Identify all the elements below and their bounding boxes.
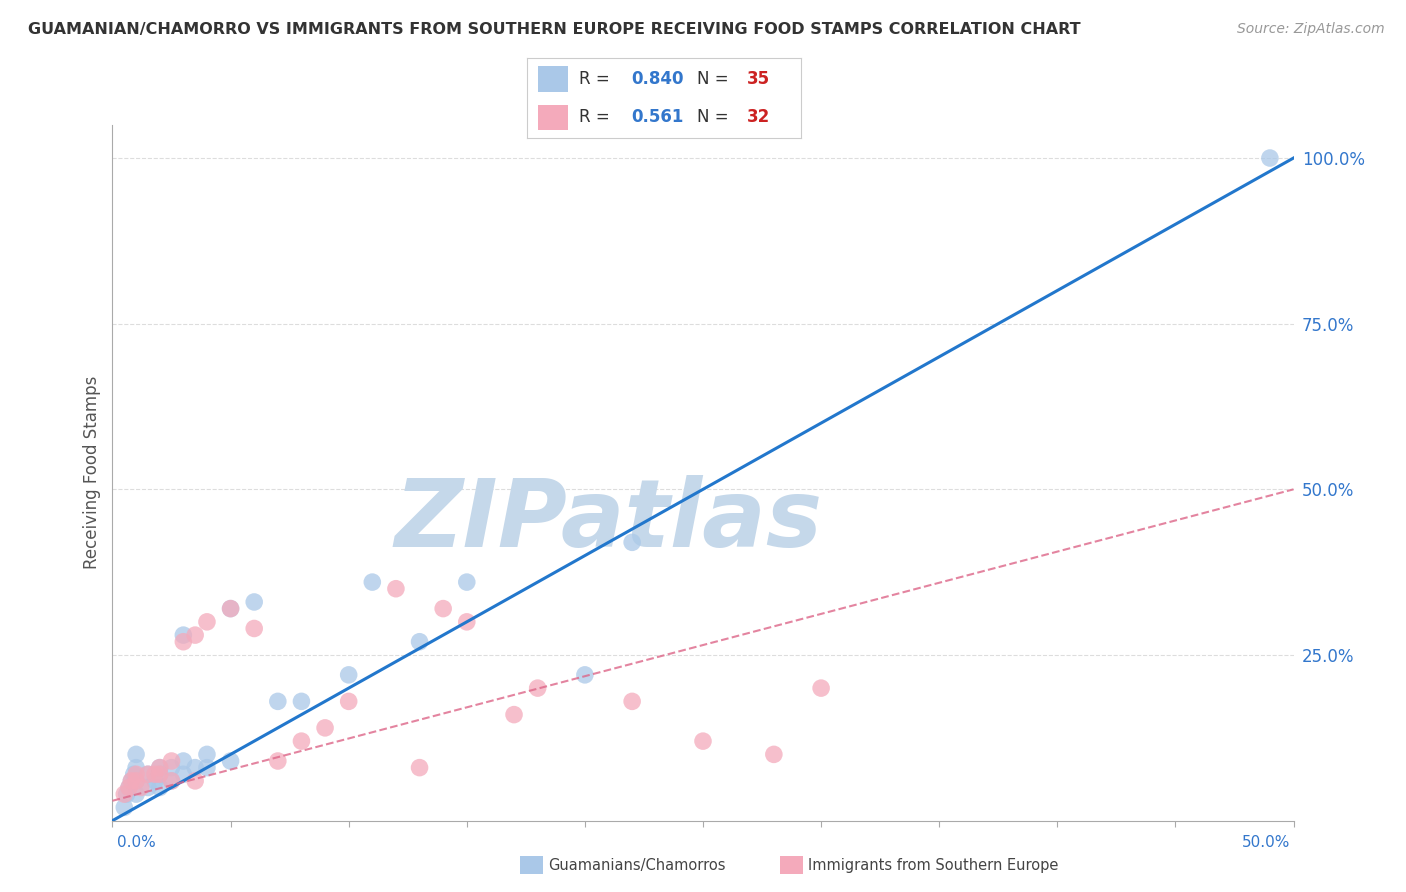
Point xyxy=(243,595,266,609)
Point xyxy=(456,615,478,629)
Point xyxy=(120,773,142,788)
Point xyxy=(125,773,148,788)
Point xyxy=(621,694,644,708)
Point xyxy=(432,601,454,615)
Point xyxy=(136,767,159,781)
Point xyxy=(810,681,832,695)
Point xyxy=(149,780,172,795)
Point xyxy=(1258,151,1281,165)
Point xyxy=(143,767,166,781)
Point xyxy=(129,780,152,795)
Point xyxy=(290,694,312,708)
Point xyxy=(136,780,159,795)
Point xyxy=(195,761,218,775)
Text: N =: N = xyxy=(697,109,734,127)
Point xyxy=(172,767,194,781)
Point xyxy=(526,681,548,695)
Point xyxy=(160,761,183,775)
Point xyxy=(503,707,526,722)
Point xyxy=(267,694,290,708)
Point xyxy=(143,773,166,788)
Text: 0.0%: 0.0% xyxy=(117,836,156,850)
Text: Guamanians/Chamorros: Guamanians/Chamorros xyxy=(548,858,725,872)
Point xyxy=(621,535,644,549)
Point xyxy=(118,780,141,795)
Point xyxy=(125,767,148,781)
Point xyxy=(692,734,714,748)
Point xyxy=(112,787,135,801)
Point xyxy=(762,747,785,762)
Text: R =: R = xyxy=(579,109,616,127)
Point xyxy=(219,601,242,615)
Point xyxy=(172,634,194,648)
Point xyxy=(160,754,183,768)
Text: 35: 35 xyxy=(747,70,769,87)
Point xyxy=(337,668,360,682)
Point xyxy=(112,800,135,814)
Text: 50.0%: 50.0% xyxy=(1243,836,1291,850)
Point xyxy=(172,628,194,642)
Text: Immigrants from Southern Europe: Immigrants from Southern Europe xyxy=(808,858,1059,872)
Text: 0.561: 0.561 xyxy=(631,109,683,127)
Point xyxy=(160,773,183,788)
Point xyxy=(149,767,172,781)
Point xyxy=(456,575,478,590)
Point xyxy=(172,754,194,768)
Point xyxy=(219,601,242,615)
Point xyxy=(149,761,172,775)
Point xyxy=(160,773,183,788)
Point xyxy=(195,747,218,762)
Text: N =: N = xyxy=(697,70,734,87)
Text: Source: ZipAtlas.com: Source: ZipAtlas.com xyxy=(1237,22,1385,37)
Text: 32: 32 xyxy=(747,109,770,127)
Point xyxy=(120,773,142,788)
Point xyxy=(219,754,242,768)
Point xyxy=(195,615,218,629)
Point xyxy=(408,761,430,775)
Point xyxy=(125,761,148,775)
Point xyxy=(122,767,145,781)
Point xyxy=(574,668,596,682)
Point xyxy=(243,622,266,636)
Point xyxy=(267,754,290,768)
Text: R =: R = xyxy=(579,70,616,87)
Point xyxy=(184,773,207,788)
Point xyxy=(290,734,312,748)
Text: ZIPatlas: ZIPatlas xyxy=(395,475,823,567)
Point xyxy=(125,773,148,788)
Point xyxy=(125,747,148,762)
Point xyxy=(184,628,207,642)
Text: GUAMANIAN/CHAMORRO VS IMMIGRANTS FROM SOUTHERN EUROPE RECEIVING FOOD STAMPS CORR: GUAMANIAN/CHAMORRO VS IMMIGRANTS FROM SO… xyxy=(28,22,1081,37)
Y-axis label: Receiving Food Stamps: Receiving Food Stamps xyxy=(83,376,101,569)
Point xyxy=(408,634,430,648)
Point xyxy=(118,780,141,795)
Point xyxy=(115,787,138,801)
Point xyxy=(149,761,172,775)
Point xyxy=(125,787,148,801)
Point xyxy=(337,694,360,708)
FancyBboxPatch shape xyxy=(538,104,568,130)
Point xyxy=(361,575,384,590)
Point xyxy=(149,767,172,781)
Point xyxy=(136,767,159,781)
Point xyxy=(184,761,207,775)
Text: 0.840: 0.840 xyxy=(631,70,683,87)
FancyBboxPatch shape xyxy=(538,66,568,92)
Point xyxy=(385,582,408,596)
Point xyxy=(314,721,336,735)
